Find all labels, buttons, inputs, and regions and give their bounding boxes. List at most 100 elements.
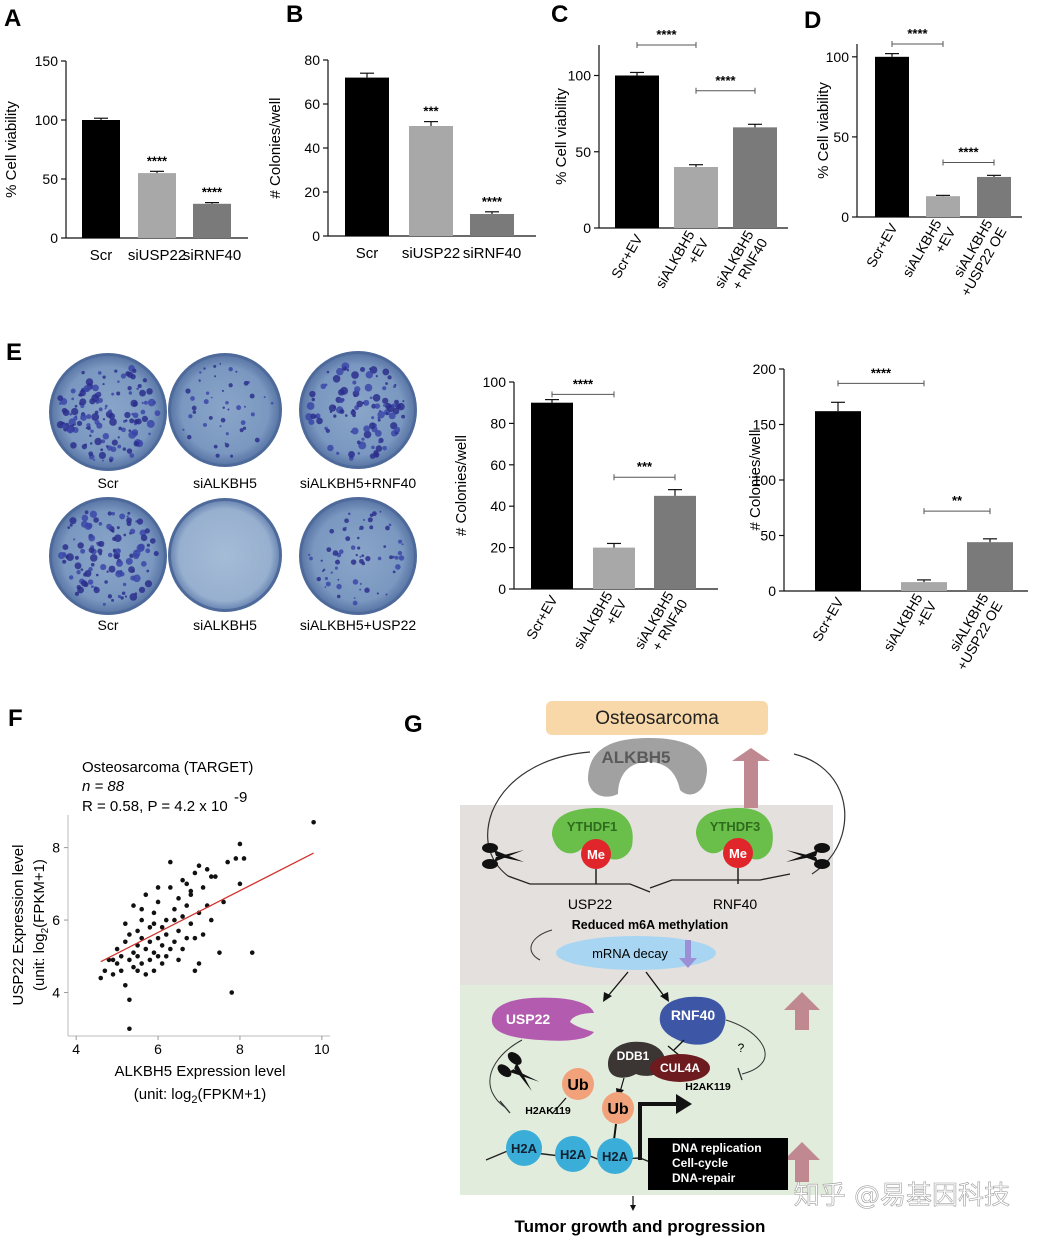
colony-spot <box>387 375 392 380</box>
colony-spot <box>93 458 96 462</box>
h2a-label-1: H2A <box>511 1141 538 1156</box>
colony-spot <box>376 592 379 595</box>
y-tick-label: 40 <box>490 498 506 514</box>
scatter-point <box>172 906 177 912</box>
colony-spot <box>94 437 102 446</box>
colony-spot <box>74 562 82 570</box>
y-tick-label: 60 <box>490 457 506 473</box>
colony-spot <box>365 371 373 379</box>
scatter-point <box>102 968 108 974</box>
colony-spot <box>202 422 207 427</box>
x-tick-label-line: Scr+EV <box>863 220 901 270</box>
colony-spot <box>76 570 81 575</box>
colony-spot <box>324 576 328 581</box>
scatter-point <box>188 921 194 926</box>
tumor-growth-label: Tumor growth and progression <box>515 1217 766 1236</box>
colony-spot <box>92 384 99 392</box>
scatter-point <box>139 935 144 941</box>
colony-spot <box>125 557 133 565</box>
colony-spot <box>214 375 217 378</box>
significance-label: **** <box>907 26 928 41</box>
scatter-point <box>237 841 243 847</box>
colony-spot <box>250 412 255 417</box>
bar <box>967 542 1013 591</box>
ub-circle-1 <box>562 1068 594 1100</box>
colony-spot <box>80 414 87 421</box>
scatter-point <box>123 939 128 945</box>
colony-spot <box>345 536 351 542</box>
scatter-point <box>192 968 198 974</box>
reduced-m6a-label: Reduced m6A methylation <box>572 918 729 932</box>
scatter-point <box>196 961 202 966</box>
colony-spot <box>190 396 195 401</box>
h2ak119-label-left: H2AK119 <box>525 1105 571 1117</box>
colony-spot <box>152 400 157 405</box>
colony-spot <box>69 523 73 527</box>
colony-spot <box>146 543 151 547</box>
colony-spot <box>358 528 361 531</box>
colony-spot <box>383 545 387 548</box>
colony-spot <box>74 404 78 408</box>
colony-spot <box>106 523 112 530</box>
colony-spot <box>89 510 97 518</box>
colony-spot <box>385 593 388 596</box>
colony-spot <box>325 581 331 587</box>
colony-spot <box>328 404 337 412</box>
colony-spot <box>91 394 99 402</box>
colony-spot <box>351 371 359 379</box>
colony-spot <box>375 445 383 452</box>
up-arrow-icon <box>784 1142 820 1182</box>
colony-spot <box>104 580 108 584</box>
colony-spot <box>394 555 399 560</box>
y-axis-unit-label: (unit: log2(FPKM+1) <box>31 859 51 991</box>
colony-spot <box>57 395 64 402</box>
colony-spot <box>148 432 151 436</box>
x-tick-label: siUSP22 <box>402 245 460 262</box>
colony-spot <box>106 570 109 573</box>
ub-circle-2 <box>602 1092 634 1124</box>
colony-spot <box>131 412 135 416</box>
chart-f-scatter: 4 6 8 10 4 6 8 Osteosarcoma (TARGET) n = 88 R = 0… <box>10 759 330 1106</box>
colony-spot <box>213 444 218 449</box>
scatter-point <box>241 856 247 861</box>
scatter-point <box>225 859 230 865</box>
significance-label: **** <box>147 153 168 168</box>
scatter-point <box>249 950 255 955</box>
colony-spot <box>392 555 395 559</box>
colony-spot <box>124 595 128 598</box>
colony-spot <box>219 425 222 428</box>
panel-label-b: B <box>286 1 303 28</box>
colony-spot <box>336 451 340 455</box>
h2a-label-2: H2A <box>560 1147 587 1162</box>
colony-spot <box>365 556 371 562</box>
scatter-point <box>180 914 185 919</box>
colony-spot <box>337 578 340 581</box>
colony-spot <box>87 426 91 431</box>
colony-spot <box>62 559 67 564</box>
y-tick-label: 0 <box>583 220 591 236</box>
colony-spot <box>357 452 361 455</box>
colony-spot <box>373 451 380 458</box>
colony-spot <box>144 580 153 588</box>
rnf40-protein-shape <box>659 996 726 1045</box>
colony-spot <box>76 585 82 590</box>
colony-spot <box>146 388 153 395</box>
colony-spot <box>69 517 77 525</box>
colony-spot <box>111 598 115 602</box>
scatter-point <box>233 856 239 861</box>
colony-spot <box>367 517 373 523</box>
colony-spot <box>326 547 332 553</box>
colony-spot <box>88 534 96 542</box>
colony-spot <box>228 383 233 388</box>
colony-spot <box>124 411 131 419</box>
colony-spot <box>385 382 388 385</box>
colony-spot <box>123 533 127 537</box>
rnf40-protein-label: RNF40 <box>671 1007 716 1023</box>
colony-spot <box>359 555 362 558</box>
cul4a-label: CUL4A <box>660 1061 700 1075</box>
scatter-stat-exponent: -9 <box>234 789 247 806</box>
colony-spot <box>326 370 330 374</box>
colony-spot <box>392 570 396 574</box>
colony-spot <box>334 566 339 570</box>
colony-spot <box>153 551 159 557</box>
